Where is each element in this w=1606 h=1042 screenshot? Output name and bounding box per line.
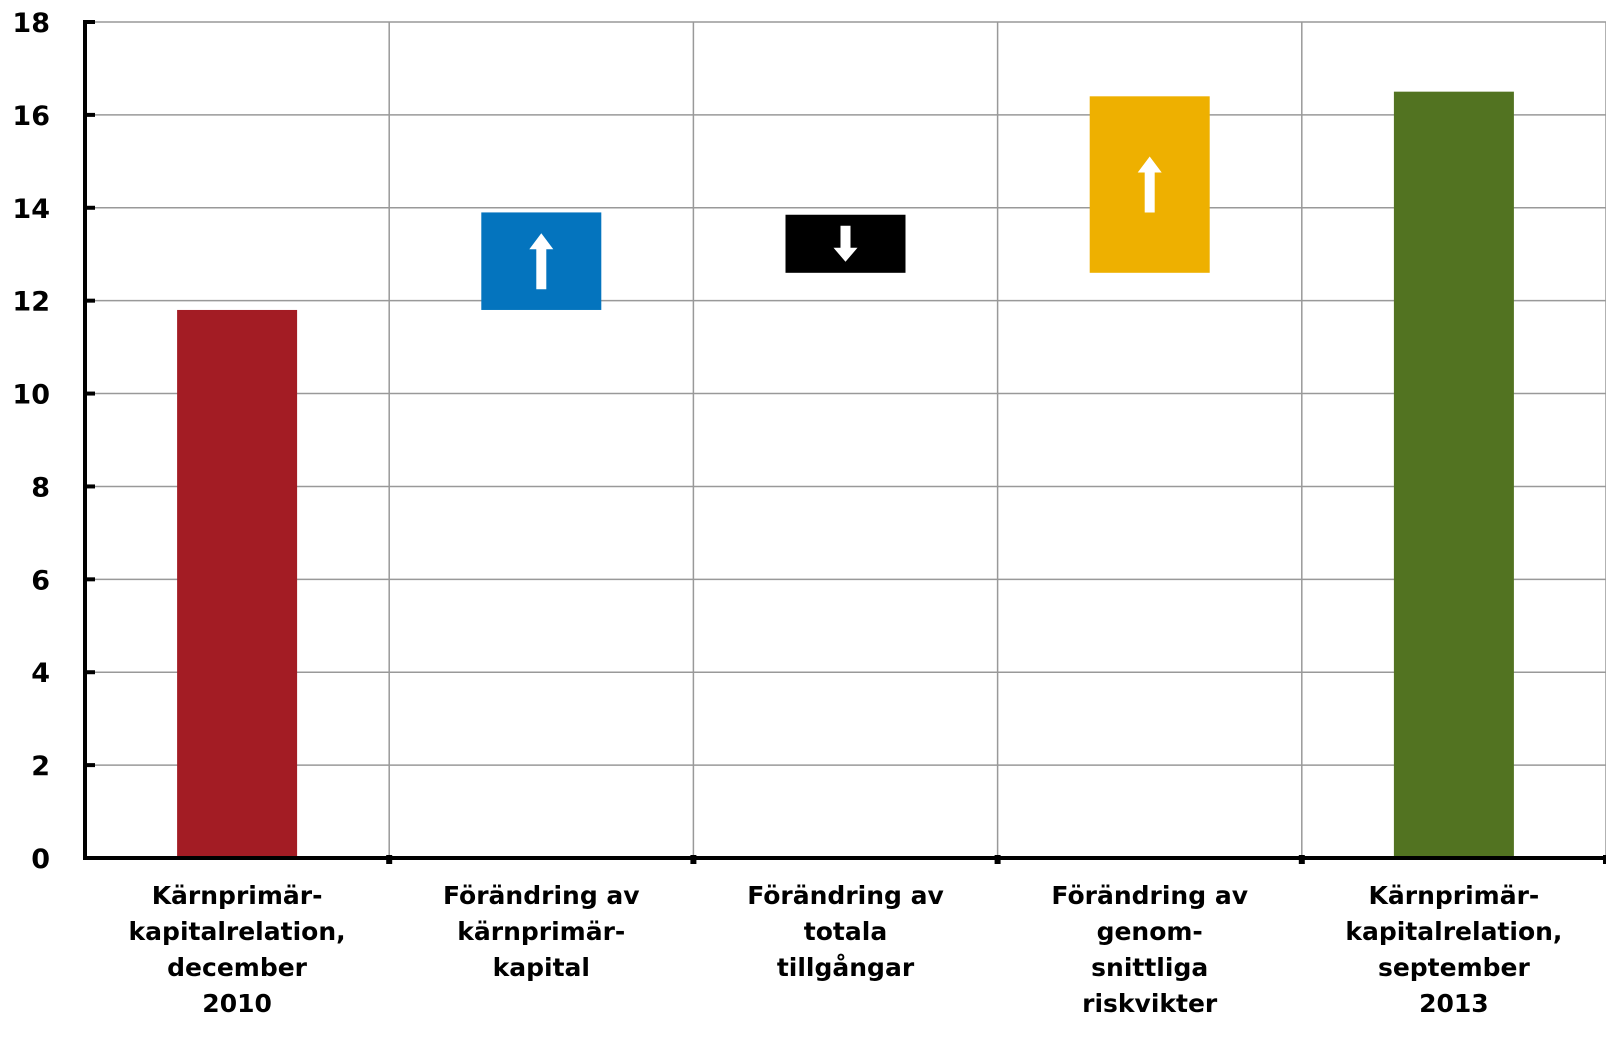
y-tick-label: 14 — [12, 194, 50, 225]
y-tick-label: 16 — [12, 101, 50, 132]
x-tick-mark — [994, 855, 1001, 864]
bar — [177, 309, 298, 858]
category-label: Kärnprimär-kapitalrelation, september 2013 — [1345, 881, 1562, 1018]
y-tick-label: 6 — [31, 565, 50, 596]
x-tick-mark — [1603, 855, 1606, 864]
y-tick-label: 8 — [31, 472, 50, 503]
category-label: Förändring av totala tillgångar — [747, 881, 944, 982]
y-tick-label: 18 — [12, 8, 50, 39]
y-tick-label: 4 — [31, 658, 50, 689]
x-tick-mark — [690, 855, 697, 864]
arrow-up-icon — [529, 233, 554, 290]
y-tick-label: 10 — [12, 380, 50, 411]
category-label: Förändring av genom-snittliga riskvikter — [1051, 881, 1248, 1018]
y-tick-label: 12 — [12, 287, 50, 318]
category-label: Kärnprimär-kapitalrelation, december 2010 — [129, 881, 346, 1018]
category-label: Förändring av kärnprimär-kapital — [443, 881, 640, 982]
arrow-down-icon — [833, 225, 858, 262]
y-tick-label: 2 — [31, 751, 50, 782]
arrow-up-icon — [1137, 156, 1162, 213]
y-tick-label: 0 — [31, 844, 50, 875]
x-tick-mark — [386, 855, 393, 864]
bar — [1393, 91, 1514, 858]
x-tick-mark — [1298, 855, 1305, 864]
